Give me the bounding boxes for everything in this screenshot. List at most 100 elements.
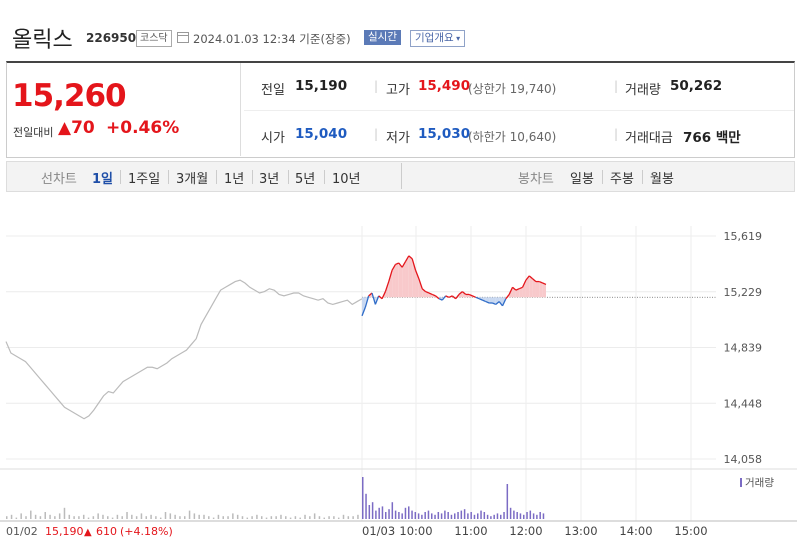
volume-bar bbox=[352, 516, 354, 519]
change-percent: +0.46% bbox=[106, 118, 180, 138]
volume-bar bbox=[15, 517, 18, 519]
volume-bar bbox=[251, 516, 253, 519]
volume-bar bbox=[463, 509, 466, 519]
volume-bar bbox=[503, 512, 505, 519]
volume-bar bbox=[516, 512, 518, 519]
volume-value: 50,262 bbox=[670, 78, 723, 94]
volume-bar bbox=[208, 516, 210, 519]
volume-bar bbox=[217, 514, 220, 519]
divider bbox=[602, 170, 603, 184]
price-line-segment bbox=[472, 295, 477, 298]
prev-close-label: 전일 bbox=[261, 83, 285, 98]
up-arrow-icon: ▲ bbox=[58, 118, 72, 138]
tab-daily-candle[interactable]: 일봉 bbox=[570, 172, 594, 187]
volume-bar bbox=[536, 514, 538, 519]
volume-bar bbox=[401, 513, 403, 519]
price-area-segment bbox=[529, 275, 533, 298]
volume-bar bbox=[368, 505, 371, 519]
price-line-segment bbox=[395, 262, 400, 266]
intraday-price-chart: 15,619 15,229 14,839 14,448 14,058 거래량 01/02 15… bbox=[0, 226, 797, 538]
tab-weekly-candle[interactable]: 주봉 bbox=[610, 172, 634, 187]
volume-bar bbox=[270, 516, 273, 519]
volume-bar bbox=[378, 507, 380, 519]
volume-bar bbox=[198, 514, 200, 519]
volume-bar bbox=[241, 516, 244, 519]
price-line-segment bbox=[518, 286, 523, 290]
tab-10year[interactable]: 10년 bbox=[332, 172, 361, 187]
y-tick-label: 15,619 bbox=[724, 230, 763, 243]
volume-bar bbox=[58, 513, 61, 519]
price-area-segment bbox=[388, 270, 393, 298]
volume-bar bbox=[285, 516, 287, 519]
price-line-segment bbox=[525, 275, 530, 281]
price-area-segment bbox=[519, 287, 523, 298]
price-line-segment bbox=[468, 293, 473, 297]
volume-bar bbox=[20, 513, 22, 519]
volume-bar bbox=[519, 513, 522, 519]
volume-bar bbox=[486, 514, 489, 519]
low-value: 15,030 bbox=[418, 126, 471, 142]
volume-bar bbox=[493, 514, 495, 519]
tab-monthly-candle[interactable]: 월봉 bbox=[650, 172, 674, 187]
volume-bar bbox=[236, 514, 239, 519]
candle-chart-label: 봉차트 bbox=[518, 172, 554, 187]
volume-bar bbox=[6, 516, 8, 519]
volume-bar bbox=[10, 514, 13, 519]
tab-1year[interactable]: 1년 bbox=[224, 172, 245, 187]
price-line-segment bbox=[498, 301, 504, 307]
price-line-segment bbox=[368, 292, 373, 297]
volume-bar bbox=[232, 513, 234, 519]
volume-bar bbox=[470, 512, 472, 519]
axis-labels: 15,619 15,229 14,839 14,448 14,058 거래량 01/02 15… bbox=[6, 230, 774, 538]
price-line-segment bbox=[425, 290, 430, 294]
prev-day-close: 15,190 bbox=[45, 525, 84, 538]
price-line-segment bbox=[512, 286, 517, 291]
tab-3year[interactable]: 3년 bbox=[259, 172, 280, 187]
volume-bar bbox=[447, 512, 449, 519]
volume-bar bbox=[116, 514, 119, 519]
price-line-segment bbox=[445, 295, 450, 298]
price-area-segment bbox=[522, 280, 526, 298]
volume-bar bbox=[111, 517, 114, 519]
volume-bar bbox=[265, 517, 268, 519]
tab-1week[interactable]: 1주일 bbox=[128, 172, 161, 187]
tab-5year[interactable]: 5년 bbox=[295, 172, 316, 187]
volume-bar bbox=[457, 512, 459, 519]
price-line-segment bbox=[374, 295, 380, 305]
volume-bar bbox=[97, 513, 99, 519]
volume-bar bbox=[107, 516, 109, 519]
volume-bars bbox=[6, 477, 545, 519]
volume-bar bbox=[179, 516, 181, 519]
x-tick-label: 12:00 bbox=[509, 524, 542, 538]
y-tick-label: 14,058 bbox=[724, 453, 763, 466]
volume-bar bbox=[490, 516, 492, 519]
price-area-segment bbox=[408, 255, 413, 298]
volume-bar bbox=[371, 502, 374, 519]
x-tick-label: 13:00 bbox=[564, 524, 597, 538]
volume-bar bbox=[159, 517, 162, 519]
volume-bar bbox=[34, 514, 37, 519]
volume-bar bbox=[328, 516, 330, 519]
upper-limit: (상한가 19,740) bbox=[468, 82, 557, 96]
change-amount: 70 bbox=[71, 118, 95, 138]
price-line-segment bbox=[539, 280, 543, 284]
price-area-segment bbox=[418, 278, 423, 298]
company-overview-button[interactable]: 기업개요 ▾ bbox=[410, 30, 466, 47]
tab-3month[interactable]: 3개월 bbox=[176, 172, 209, 187]
prev-close-value: 15,190 bbox=[295, 78, 348, 94]
volume-label: 거래량 bbox=[625, 83, 661, 98]
volume-bar bbox=[155, 516, 157, 519]
y-tick-label: 15,229 bbox=[724, 286, 763, 299]
volume-bar bbox=[440, 513, 443, 519]
price-area-segment bbox=[392, 264, 396, 298]
volume-bar bbox=[365, 493, 367, 519]
x-tick-label: 01/03 bbox=[362, 524, 395, 538]
price-area-segment bbox=[499, 297, 503, 306]
tab-1day[interactable]: 1일 bbox=[92, 172, 114, 187]
volume-bar bbox=[404, 507, 407, 519]
volume-bar bbox=[434, 514, 436, 519]
volume-bar bbox=[509, 507, 512, 519]
realtime-button[interactable]: 실시간 bbox=[364, 30, 401, 45]
volume-bar bbox=[289, 517, 292, 519]
prev-day-change: 610 bbox=[96, 525, 117, 538]
